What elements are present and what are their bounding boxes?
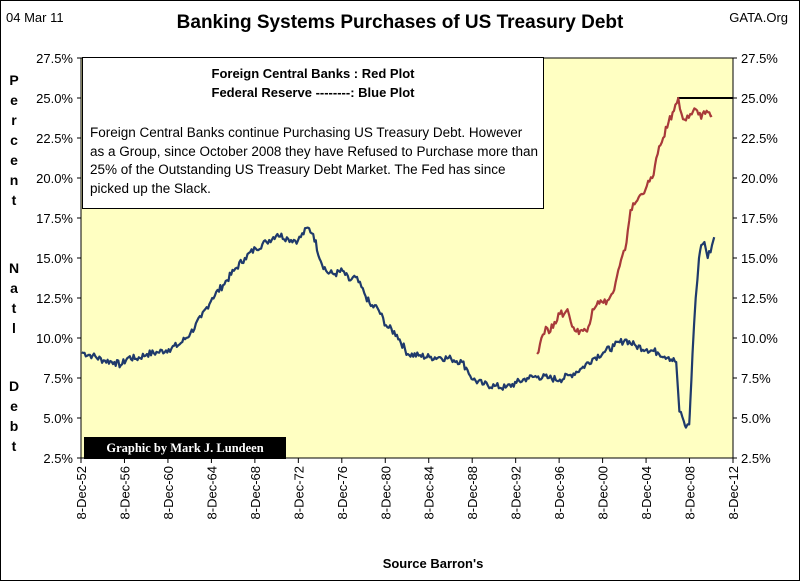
y-axis-title-letter: t xyxy=(11,438,17,454)
x-tick-label: 8-Dec-72 xyxy=(291,466,306,519)
site-label: GATA.Org xyxy=(729,10,788,25)
y-axis-title-letter: l xyxy=(12,320,16,336)
y-tick-label-left: 12.5% xyxy=(36,291,73,306)
y-tick-label-right: 10.0% xyxy=(741,331,778,346)
x-tick-label: 8-Dec-76 xyxy=(335,466,350,519)
y-tick-label-right: 2.5% xyxy=(741,451,771,466)
y-axis-title-letter: P xyxy=(9,72,19,88)
source-label: Source Barron's xyxy=(382,556,484,571)
y-tick-label-left: 15.0% xyxy=(36,251,73,266)
y-tick-label-left: 27.5% xyxy=(36,51,73,66)
y-axis-title-letter: t xyxy=(11,192,17,208)
x-tick-label: 8-Dec-68 xyxy=(248,466,263,519)
y-axis-title-letter: e xyxy=(10,92,18,108)
x-tick-label: 8-Dec-56 xyxy=(117,466,132,519)
x-tick-label: 8-Dec-04 xyxy=(639,466,654,519)
y-tick-label-right: 22.5% xyxy=(741,131,778,146)
y-tick-label-right: 27.5% xyxy=(741,51,778,66)
y-axis-title-letter: e xyxy=(10,152,18,168)
date-label: 04 Mar 11 xyxy=(6,10,64,25)
y-axis-title-letter: r xyxy=(11,112,17,128)
x-tick-label: 8-Dec-52 xyxy=(74,466,89,519)
legend-box: Foreign Central Banks : Red Plot Federal… xyxy=(82,57,544,209)
y-tick-label-right: 25.0% xyxy=(741,91,778,106)
y-tick-label-left: 5.0% xyxy=(43,411,73,426)
x-tick-label: 8-Dec-88 xyxy=(465,466,480,519)
x-tick-label: 8-Dec-80 xyxy=(378,466,393,519)
y-axis-title-letter: c xyxy=(10,132,18,148)
y-tick-label-left: 25.0% xyxy=(36,91,73,106)
x-tick-label: 8-Dec-96 xyxy=(552,466,567,519)
y-axis-title-letter: b xyxy=(9,418,19,434)
legend-red-label: Foreign Central Banks : Red Plot xyxy=(211,66,415,81)
y-tick-label-right: 15.0% xyxy=(741,251,778,266)
y-axis-title-letter: e xyxy=(10,398,18,414)
y-axis-title-letter: D xyxy=(8,378,20,394)
chart-title: Banking Systems Purchases of US Treasury… xyxy=(176,12,624,33)
y-tick-label-left: 17.5% xyxy=(36,211,73,226)
y-axis-title-letter: n xyxy=(9,172,19,188)
x-tick-label: 8-Dec-12 xyxy=(726,466,741,519)
x-tick-label: 8-Dec-60 xyxy=(161,466,176,519)
y-axis-title-letter: t xyxy=(11,300,17,316)
y-tick-label-right: 12.5% xyxy=(741,291,778,306)
annotation-note: Foreign Central Banks continue Purchasin… xyxy=(90,125,539,196)
credit-label: Graphic by Mark J. Lundeen xyxy=(84,437,286,459)
y-tick-label-right: 20.0% xyxy=(741,171,778,186)
y-axis-title-letter: N xyxy=(8,260,20,276)
x-tick-label: 8-Dec-08 xyxy=(683,466,698,519)
y-tick-label-left: 22.5% xyxy=(36,131,73,146)
y-tick-label-left: 2.5% xyxy=(43,451,73,466)
legend-blue-label: Federal Reserve --------: Blue Plot xyxy=(211,85,415,100)
y-tick-label-right: 7.5% xyxy=(741,371,771,386)
y-tick-label-left: 7.5% xyxy=(43,371,73,386)
y-tick-label-right: 17.5% xyxy=(741,211,778,226)
foreign-central-banks-line xyxy=(536,96,713,355)
x-tick-label: 8-Dec-92 xyxy=(509,466,524,519)
federal-reserve-line xyxy=(81,226,716,429)
y-tick-label-left: 20.0% xyxy=(36,171,73,186)
x-tick-label: 8-Dec-00 xyxy=(596,466,611,519)
y-tick-label-left: 10.0% xyxy=(36,331,73,346)
x-tick-label: 8-Dec-64 xyxy=(204,466,219,519)
y-axis-title-letter: a xyxy=(10,280,18,296)
y-tick-label-right: 5.0% xyxy=(741,411,771,426)
x-tick-label: 8-Dec-84 xyxy=(422,466,437,519)
